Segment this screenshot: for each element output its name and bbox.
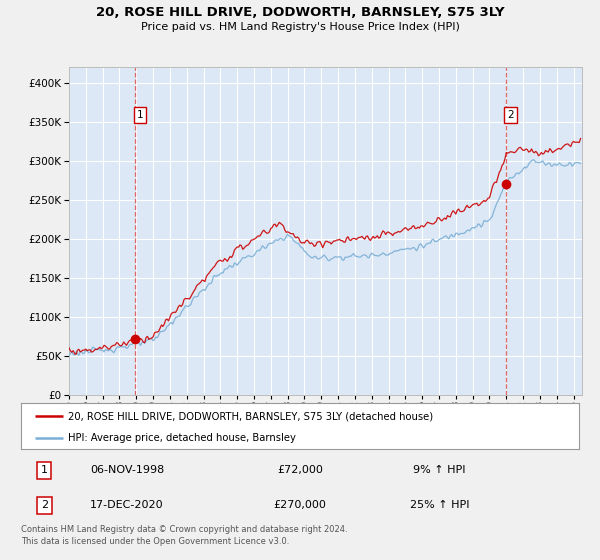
- Text: 2: 2: [41, 500, 48, 510]
- Text: £72,000: £72,000: [277, 465, 323, 475]
- Text: 9% ↑ HPI: 9% ↑ HPI: [413, 465, 466, 475]
- Text: 2: 2: [508, 110, 514, 120]
- Text: Price paid vs. HM Land Registry's House Price Index (HPI): Price paid vs. HM Land Registry's House …: [140, 22, 460, 32]
- Text: 25% ↑ HPI: 25% ↑ HPI: [410, 500, 469, 510]
- Text: 20, ROSE HILL DRIVE, DODWORTH, BARNSLEY, S75 3LY (detached house): 20, ROSE HILL DRIVE, DODWORTH, BARNSLEY,…: [68, 411, 434, 421]
- Text: 20, ROSE HILL DRIVE, DODWORTH, BARNSLEY, S75 3LY: 20, ROSE HILL DRIVE, DODWORTH, BARNSLEY,…: [95, 6, 505, 18]
- Text: 1: 1: [137, 110, 143, 120]
- Text: £270,000: £270,000: [274, 500, 326, 510]
- Text: 17-DEC-2020: 17-DEC-2020: [90, 500, 164, 510]
- Text: HPI: Average price, detached house, Barnsley: HPI: Average price, detached house, Barn…: [68, 433, 296, 442]
- Text: 1: 1: [41, 465, 48, 475]
- Text: 06-NOV-1998: 06-NOV-1998: [90, 465, 164, 475]
- Text: Contains HM Land Registry data © Crown copyright and database right 2024.
This d: Contains HM Land Registry data © Crown c…: [21, 525, 347, 546]
